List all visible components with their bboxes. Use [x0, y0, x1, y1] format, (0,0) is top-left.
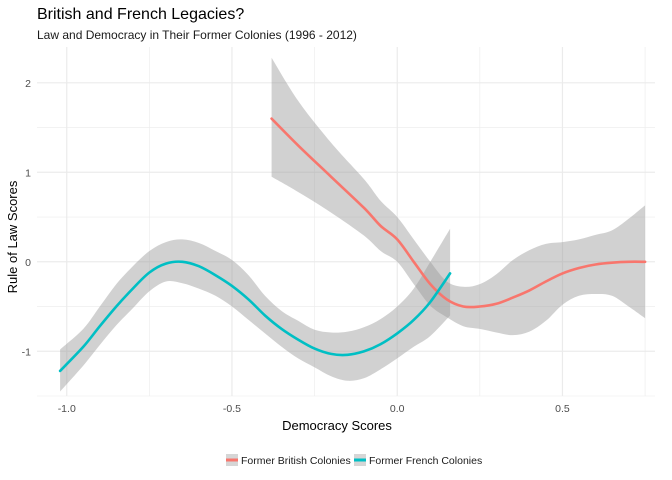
- x-tick-label: 0.0: [390, 403, 405, 415]
- y-tick-labels: -1 0 1 2: [22, 78, 32, 358]
- x-tick-labels: -1.0 -0.5 0.0 0.5: [58, 403, 570, 415]
- legend-label-british: Former British Colonies: [241, 455, 351, 467]
- ribbon-french: [60, 228, 451, 392]
- legend: Former British Colonies Former French Co…: [226, 454, 482, 467]
- x-tick-label: 0.5: [555, 403, 570, 415]
- y-tick-label: 2: [25, 78, 31, 90]
- x-axis-title: Democracy Scores: [282, 418, 392, 433]
- y-tick-label: 0: [25, 257, 31, 269]
- legend-item-british: Former British Colonies: [226, 454, 351, 467]
- chart-title: British and French Legacies?: [37, 6, 244, 23]
- legend-label-french: Former French Colonies: [369, 455, 482, 467]
- y-axis-title: Rule of Law Scores: [5, 180, 20, 293]
- line-french: [58, 260, 452, 373]
- chart-subtitle: Law and Democracy in Their Former Coloni…: [37, 28, 357, 42]
- grid-minor: [37, 47, 655, 397]
- line-british: [270, 117, 647, 309]
- x-tick-label: -0.5: [223, 403, 241, 415]
- legend-item-french: Former French Colonies: [354, 454, 482, 467]
- x-tick-label: -1.0: [58, 403, 76, 415]
- y-tick-label: -1: [22, 346, 31, 358]
- ribbon-british: [271, 57, 646, 336]
- confidence-ribbons: [60, 57, 646, 392]
- y-tick-label: 1: [25, 167, 31, 179]
- grid-major: [37, 47, 655, 396]
- series-lines: [58, 117, 647, 373]
